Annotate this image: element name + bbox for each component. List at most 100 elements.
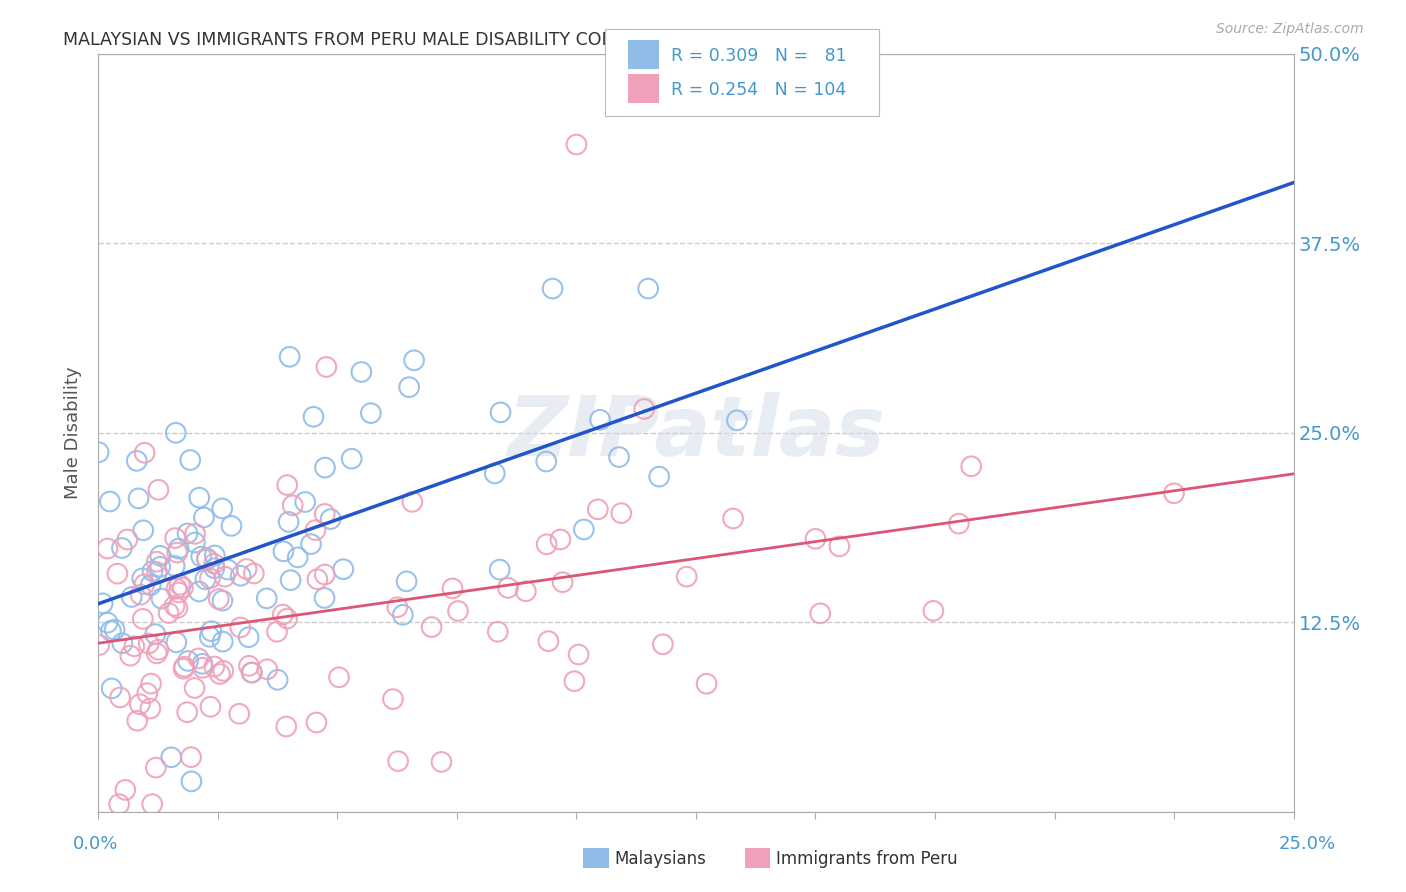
Point xyxy=(315,359,337,374)
Point xyxy=(214,570,236,584)
Point xyxy=(145,761,167,775)
Point xyxy=(139,578,162,592)
Point xyxy=(277,515,299,529)
Point xyxy=(828,539,851,553)
Point xyxy=(314,460,336,475)
Point xyxy=(208,667,231,681)
Point xyxy=(960,459,983,474)
Point xyxy=(208,591,231,606)
Point xyxy=(637,282,659,296)
Point xyxy=(350,365,373,379)
Point xyxy=(287,550,309,565)
Point xyxy=(202,659,225,673)
Point xyxy=(211,593,233,607)
Point xyxy=(194,573,217,587)
Point xyxy=(238,630,260,644)
Point xyxy=(160,750,183,764)
Point xyxy=(387,600,409,615)
Point xyxy=(586,502,609,516)
Point xyxy=(167,585,190,599)
Point xyxy=(187,651,209,665)
Point xyxy=(121,590,143,604)
Point xyxy=(541,282,564,296)
Point xyxy=(125,454,148,468)
Point xyxy=(314,567,336,582)
Point xyxy=(184,526,207,541)
Point xyxy=(276,719,298,733)
Point xyxy=(198,630,221,644)
Point xyxy=(572,523,595,537)
Point xyxy=(166,545,188,559)
Point xyxy=(100,624,122,638)
Point xyxy=(280,573,302,587)
Point xyxy=(188,584,211,599)
Point xyxy=(948,516,970,531)
Point xyxy=(149,559,172,574)
Point xyxy=(157,606,180,620)
Point xyxy=(173,662,195,676)
Point xyxy=(256,591,278,606)
Point xyxy=(486,624,509,639)
Point xyxy=(188,491,211,505)
Point xyxy=(211,501,233,516)
Point xyxy=(304,523,326,537)
Point xyxy=(166,601,188,615)
Point xyxy=(551,575,574,590)
Point xyxy=(180,774,202,789)
Point xyxy=(229,568,252,582)
Point xyxy=(195,552,218,566)
Point xyxy=(141,564,163,578)
Point xyxy=(240,665,263,680)
Point xyxy=(167,541,190,556)
Point xyxy=(202,557,225,571)
Point xyxy=(441,582,464,596)
Point xyxy=(243,566,266,581)
Point xyxy=(212,664,235,678)
Point xyxy=(132,612,155,626)
Point xyxy=(150,591,173,606)
Point xyxy=(607,450,630,464)
Point xyxy=(134,446,156,460)
Point xyxy=(402,353,425,368)
Point xyxy=(190,549,212,564)
Text: ZIPatlas: ZIPatlas xyxy=(508,392,884,473)
Point xyxy=(204,549,226,563)
Point xyxy=(107,566,129,581)
Point xyxy=(163,599,186,613)
Point xyxy=(648,469,671,483)
Point xyxy=(138,636,160,650)
Point xyxy=(89,638,111,652)
Point xyxy=(398,380,420,394)
Point xyxy=(610,506,633,520)
Point xyxy=(360,406,382,420)
Point xyxy=(314,591,336,605)
Point xyxy=(169,577,191,591)
Point xyxy=(696,677,718,691)
Text: R = 0.309   N =   81: R = 0.309 N = 81 xyxy=(671,47,846,65)
Text: 25.0%: 25.0% xyxy=(1279,835,1336,853)
Point xyxy=(240,665,263,680)
Point xyxy=(134,577,156,591)
Text: Source: ZipAtlas.com: Source: ZipAtlas.com xyxy=(1216,22,1364,37)
Point xyxy=(165,425,187,440)
Text: R = 0.254   N = 104: R = 0.254 N = 104 xyxy=(671,81,846,99)
Point xyxy=(276,478,298,492)
Point xyxy=(111,541,134,555)
Point xyxy=(177,654,200,668)
Text: Malaysians: Malaysians xyxy=(614,850,706,868)
Point xyxy=(395,574,418,589)
Point xyxy=(145,555,167,569)
Point xyxy=(299,537,322,551)
Point xyxy=(108,690,131,705)
Point xyxy=(314,507,336,521)
Point xyxy=(180,750,202,764)
Point xyxy=(129,588,152,602)
Point xyxy=(537,634,560,648)
Point xyxy=(387,754,409,768)
Point xyxy=(307,572,329,586)
Point xyxy=(515,584,537,599)
Point xyxy=(229,620,252,634)
Point xyxy=(271,607,294,622)
Point xyxy=(148,642,170,657)
Point xyxy=(536,537,558,551)
